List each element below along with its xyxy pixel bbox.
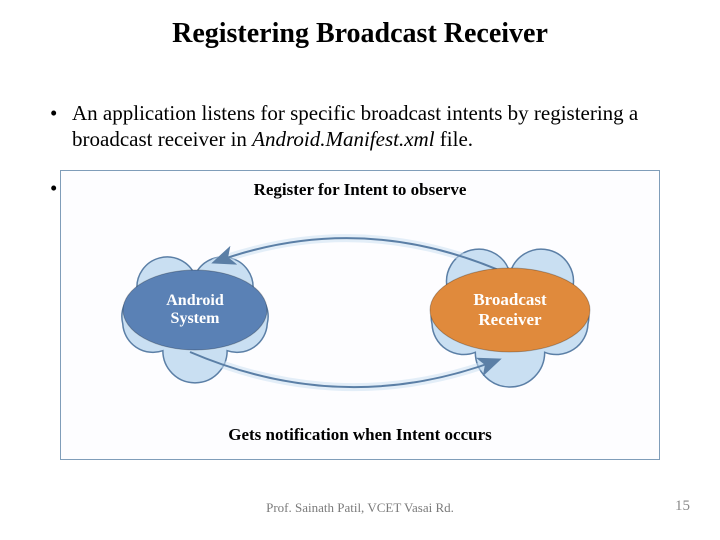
diagram-svg bbox=[0, 0, 720, 540]
node-android-system: Android System bbox=[123, 270, 267, 350]
node-broadcast-receiver: Broadcast Receiver bbox=[430, 268, 590, 352]
footer-text: Prof. Sainath Patil, VCET Vasai Rd. bbox=[0, 500, 720, 516]
diagram-caption-top: Register for Intent to observe bbox=[60, 180, 660, 200]
page-number: 15 bbox=[675, 498, 690, 515]
slide: Registering Broadcast Receiver •An appli… bbox=[0, 0, 720, 540]
arrow bbox=[190, 352, 498, 387]
diagram-caption-bottom: Gets notification when Intent occurs bbox=[60, 425, 660, 445]
